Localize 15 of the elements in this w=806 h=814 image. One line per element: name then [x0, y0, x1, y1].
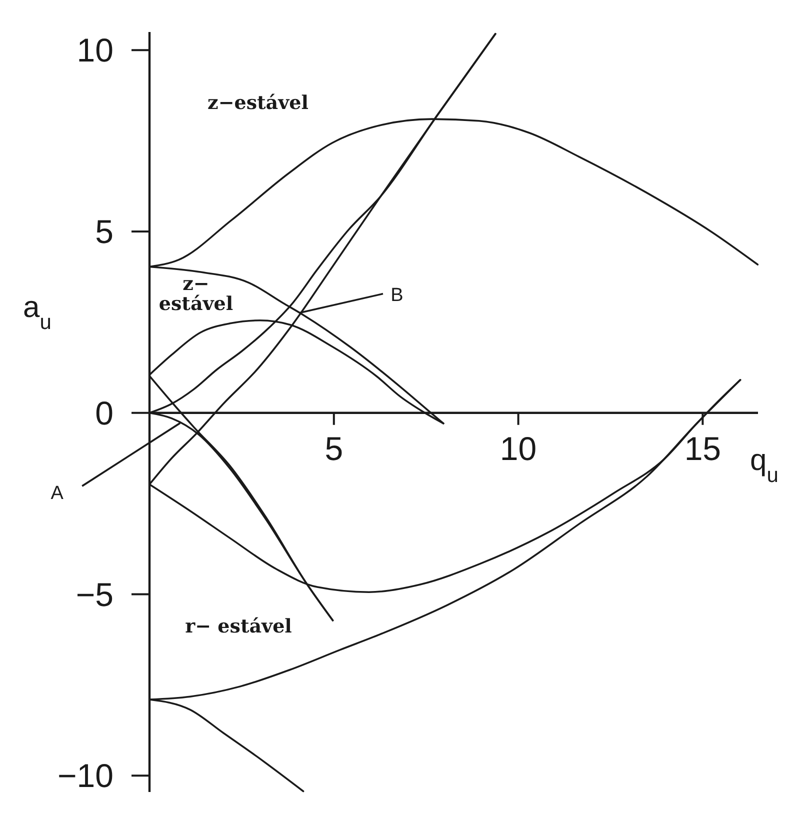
y-tick-label: 0	[95, 394, 114, 432]
x-axis-title: q$_{u}$	[750, 444, 778, 486]
y-tick-label: −5	[76, 576, 114, 613]
x-tick-label: 10	[500, 430, 537, 467]
annotation: z− estável	[158, 273, 234, 315]
annotation: A	[50, 482, 64, 504]
annotation: B	[390, 284, 404, 306]
x-tick-label: 15	[684, 430, 722, 467]
y-axis-title: a$_{u}$	[23, 291, 52, 334]
y-tick-label: −10	[58, 757, 114, 794]
annotation: r− estável	[185, 616, 292, 638]
y-tick-label: 10	[76, 32, 114, 69]
y-tick-label: 5	[95, 213, 114, 250]
x-tick-label: 5	[324, 430, 344, 467]
annotation: z−estável	[208, 92, 308, 114]
